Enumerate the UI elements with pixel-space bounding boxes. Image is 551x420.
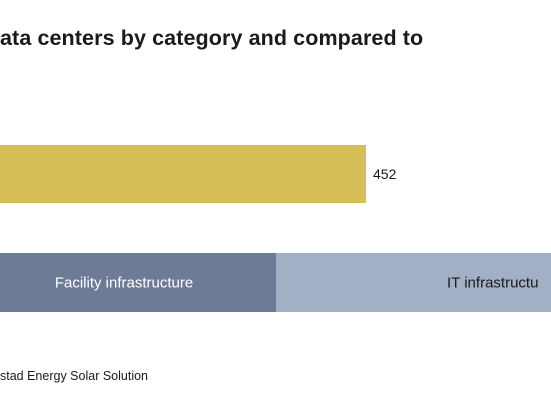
source-note: stad Energy Solar Solution [0,369,149,383]
stacked-segment-1 [276,253,551,312]
stacked-segment-label-1: IT infrastructu [447,275,538,292]
chart-title: ata centers by category and compared to [0,26,424,50]
stacked-segment-label-0: Facility infrastructure [55,275,193,292]
stacked-segment-0 [0,253,276,312]
bar-0 [0,145,366,203]
bar-value-label-0: 452 [373,166,397,182]
